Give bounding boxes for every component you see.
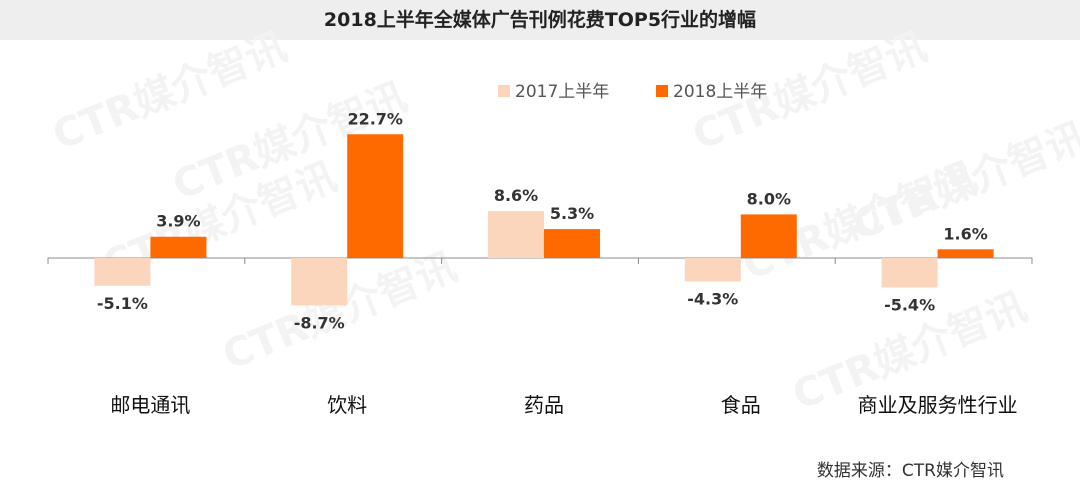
bar-2018-4 (937, 249, 994, 258)
category-label: 邮电通讯 (110, 393, 190, 417)
data-label: 3.9% (156, 212, 200, 231)
bar-2018-0 (150, 236, 207, 258)
source-note: 数据来源：CTR媒介智讯 (816, 461, 1004, 481)
legend-label-2018: 2018上半年 (673, 82, 767, 102)
category-label: 食品 (721, 393, 761, 417)
data-label: 5.3% (550, 204, 594, 223)
category-label: 商业及服务性行业 (858, 393, 1018, 417)
data-label: 1.6% (943, 224, 987, 243)
bar-2018-2 (544, 229, 600, 258)
bar-2017-4 (881, 258, 938, 288)
bar-2017-1 (291, 258, 348, 306)
chart-title: 2018上半年全媒体广告刊例花费TOP5行业的增幅 (323, 9, 757, 31)
category-label: 药品 (524, 393, 564, 417)
data-label: -5.1% (97, 294, 148, 313)
legend-label-2017: 2017上半年 (515, 82, 609, 102)
category-label: 饮料 (327, 393, 367, 417)
bar-2017-2 (488, 211, 544, 258)
data-label: -5.4% (884, 295, 935, 314)
legend-swatch-2017 (498, 85, 510, 97)
bar-2017-3 (684, 258, 741, 282)
legend-swatch-2018 (656, 85, 668, 97)
data-label: -4.3% (687, 289, 738, 308)
bar-2018-1 (347, 134, 404, 258)
bar-2018-3 (740, 214, 797, 258)
bar-2017-0 (94, 258, 151, 286)
data-label: -8.7% (294, 313, 345, 332)
data-label: 22.7% (347, 109, 403, 128)
data-label: 8.0% (747, 189, 791, 208)
title-bar (0, 0, 1080, 40)
data-label: 8.6% (494, 186, 538, 205)
